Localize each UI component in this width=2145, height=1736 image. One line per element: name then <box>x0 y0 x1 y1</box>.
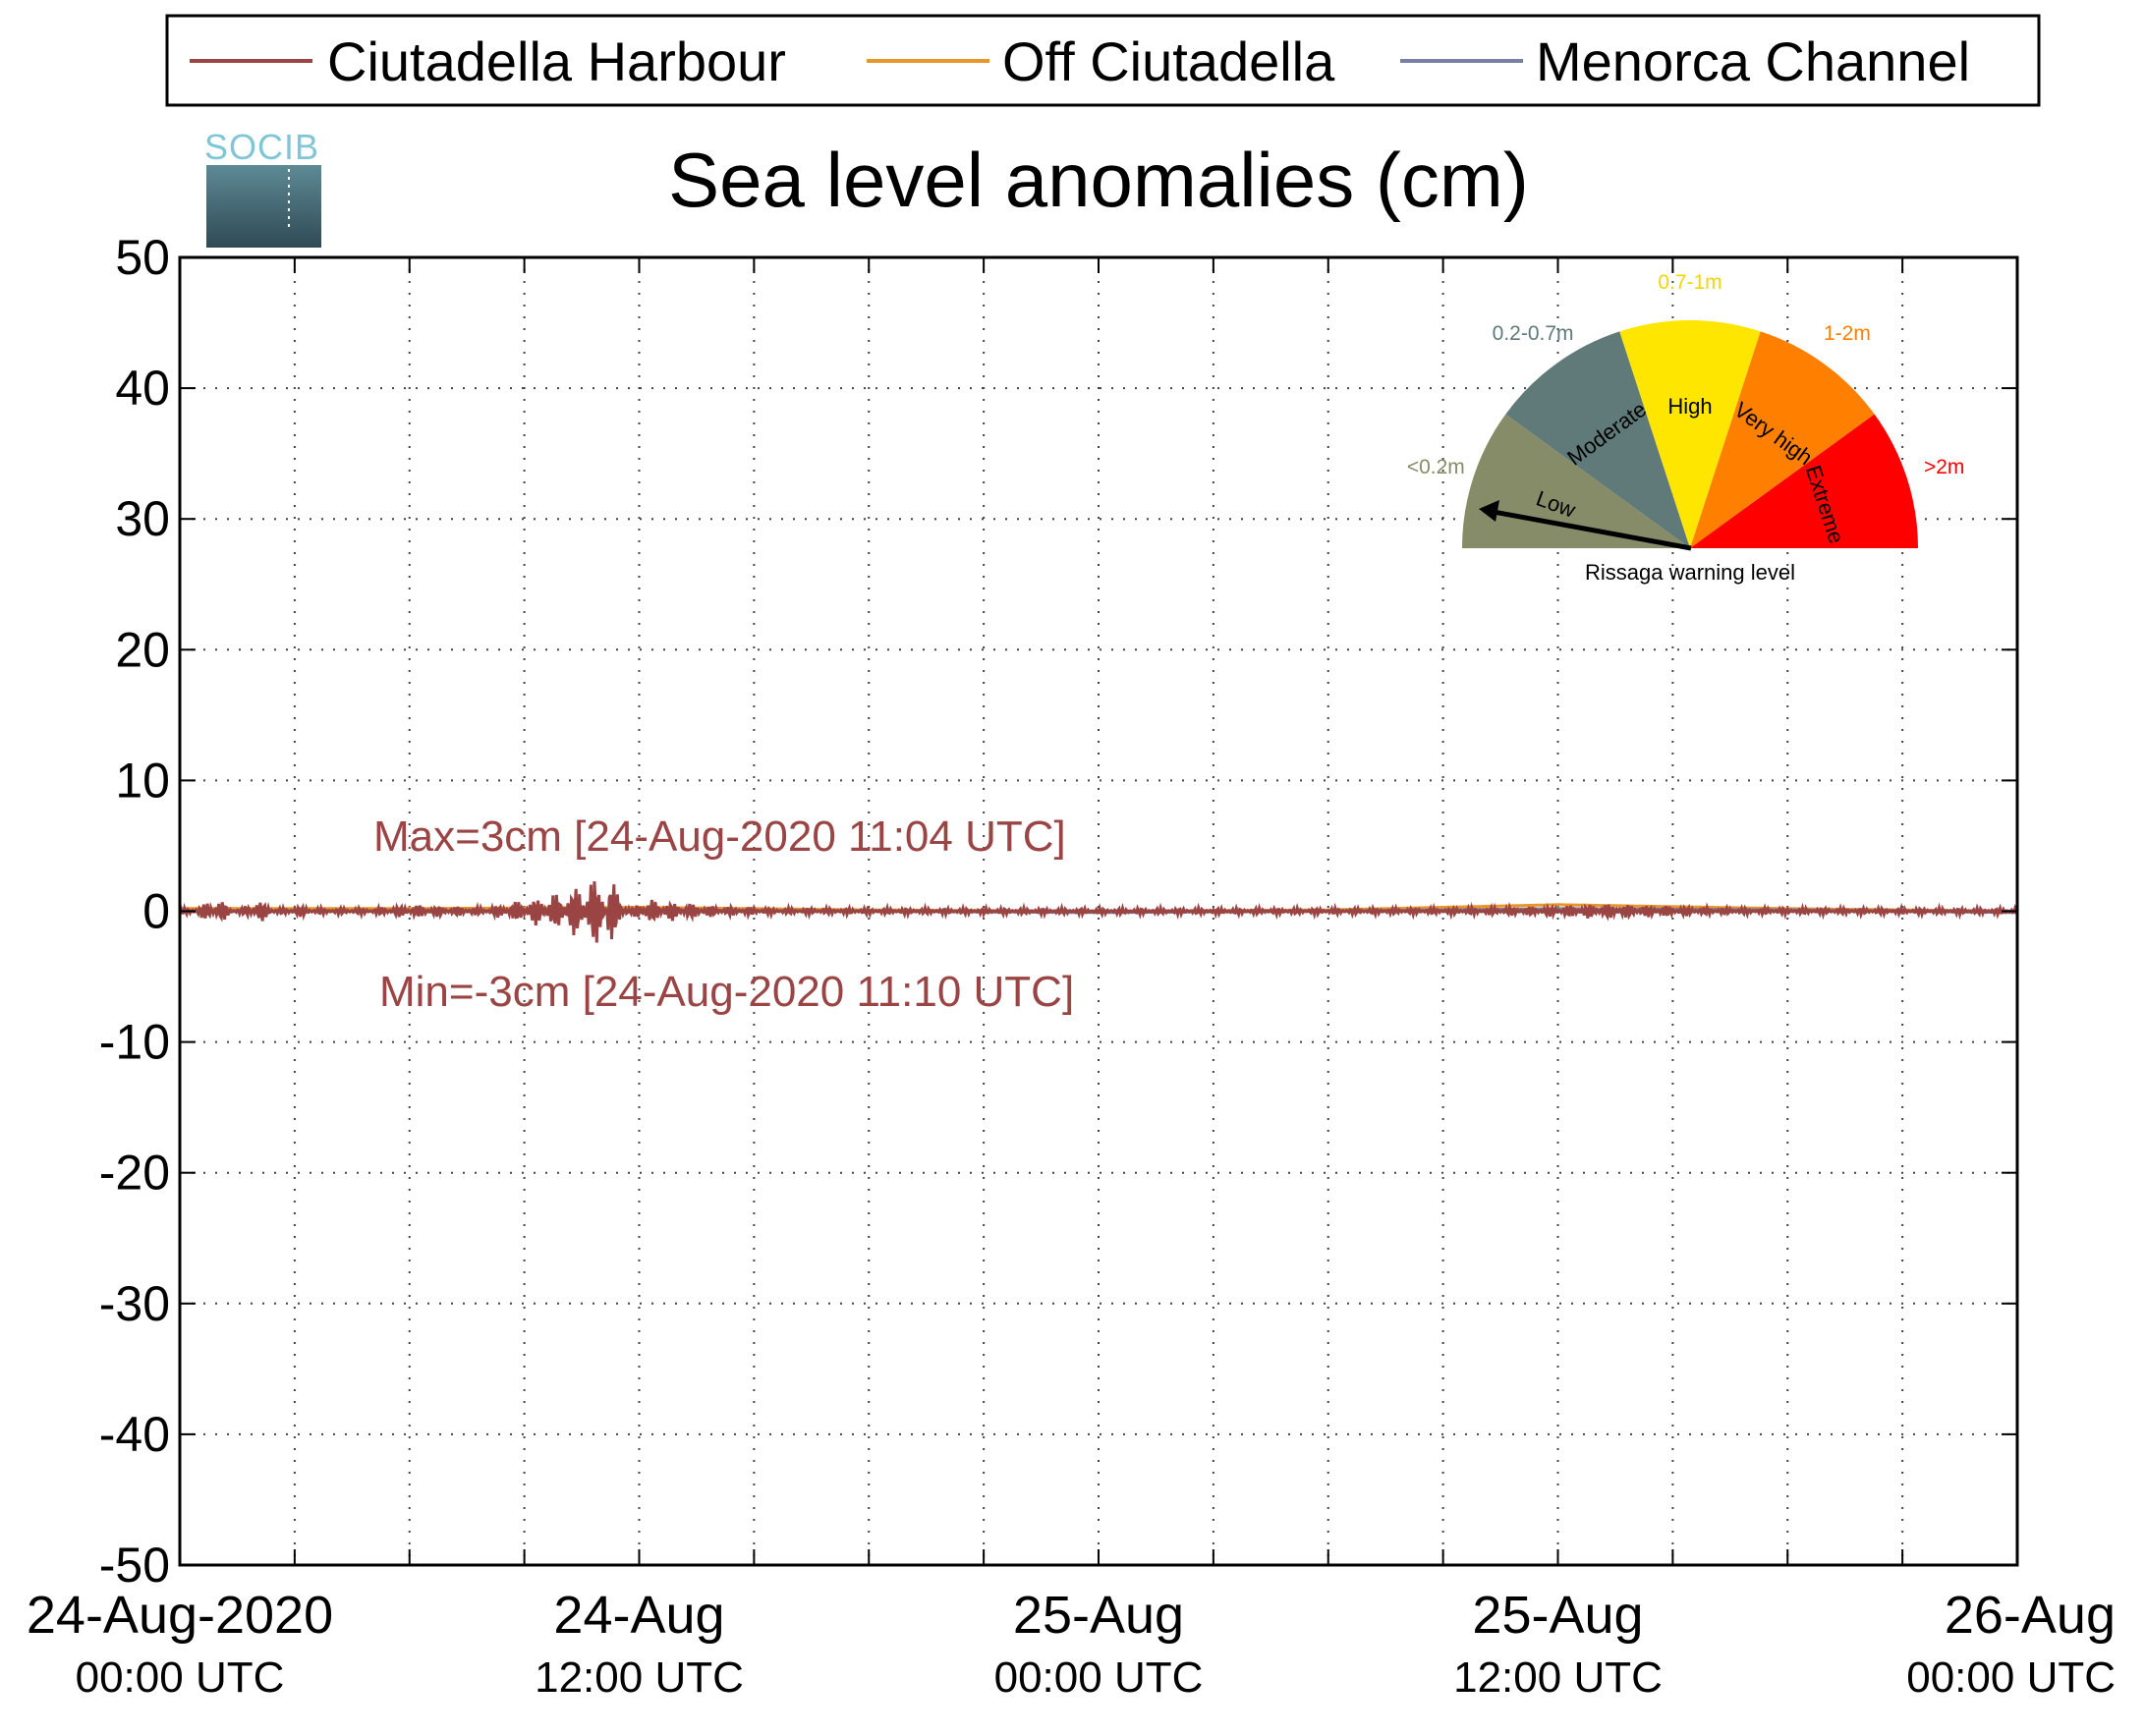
y-tick-label: -50 <box>99 1538 170 1593</box>
y-tick-label: -40 <box>99 1407 170 1462</box>
legend-box <box>165 14 2041 107</box>
socib-logo: SOCIB <box>204 127 321 248</box>
y-tick-label: 20 <box>115 622 170 677</box>
y-tick-label: 10 <box>115 753 170 808</box>
gauge-pointer-arrow <box>1493 509 1692 551</box>
y-tick-label: -30 <box>99 1276 170 1331</box>
x-tick-time-label: 00:00 UTC <box>1906 1653 2116 1702</box>
gauge-range-label: 0.2-0.7m <box>1493 322 1574 345</box>
x-tick-date-label: 26-Aug <box>1945 1586 2116 1645</box>
min-annotation: Min=-3cm [24-Aug-2020 11:10 UTC] <box>379 968 1074 1016</box>
logo-text: SOCIB <box>204 127 319 167</box>
y-tick-label: -20 <box>99 1146 170 1201</box>
series-layer <box>178 881 2019 943</box>
x-tick-time-label: 12:00 UTC <box>1453 1653 1663 1702</box>
x-tick-time-label: 00:00 UTC <box>76 1653 285 1702</box>
gauge-category-label: High <box>1667 394 1712 419</box>
y-tick-label: 50 <box>115 230 170 285</box>
gauge-sector-high <box>1619 320 1761 548</box>
gauge-sector-moderate <box>1505 331 1690 548</box>
x-tick-time-label: 00:00 UTC <box>994 1653 1204 1702</box>
series-line-ciutadella-harbour <box>178 881 2019 943</box>
x-tick-time-label: 12:00 UTC <box>535 1653 744 1702</box>
x-tick-date-label: 25-Aug <box>1013 1586 1184 1645</box>
gauge-range-label: >2m <box>1924 456 1964 478</box>
y-axis-labels: 50 40 30 20 10 0 -10 -20 -30 -40 -50 <box>99 230 170 1593</box>
gauge-sector-very-high <box>1690 331 1875 548</box>
max-annotation: Max=3cm [24-Aug-2020 11:04 UTC] <box>373 812 1066 861</box>
legend-label-menorca-channel: Menorca Channel <box>1536 30 1970 92</box>
gauge-range-label: 1-2m <box>1824 322 1871 345</box>
gauge-range-label: 0.7-1m <box>1658 271 1722 294</box>
legend-label-off-ciutadella: Off Ciutadella <box>1002 30 1335 92</box>
y-tick-label: 30 <box>115 491 170 546</box>
x-tick-date-label: 24-Aug-2020 <box>27 1586 333 1645</box>
chart-title: Sea level anomalies (cm) <box>668 137 1529 223</box>
y-tick-label: 40 <box>115 361 170 416</box>
logo-mark <box>206 165 321 248</box>
axis-ticks <box>179 256 2018 1566</box>
x-tick-date-label: 24-Aug <box>553 1586 724 1645</box>
y-tick-label: 0 <box>142 884 170 939</box>
x-tick-date-label: 25-Aug <box>1472 1586 1643 1645</box>
gauge-caption: Rissaga warning level <box>1585 560 1795 585</box>
legend-label-ciutadella-harbour: Ciutadella Harbour <box>327 30 786 92</box>
gauge-pointer-head <box>1479 500 1499 522</box>
legend: Ciutadella Harbour Off Ciutadella Menorc… <box>165 14 2041 107</box>
y-tick-label: -10 <box>99 1015 170 1070</box>
gauge-sector-extreme <box>1690 414 1918 548</box>
x-axis-labels: 24-Aug-2020 00:00 UTC 24-Aug 12:00 UTC 25-Au… <box>27 1586 2116 1702</box>
gauge-range-label: <0.2m <box>1407 456 1465 478</box>
